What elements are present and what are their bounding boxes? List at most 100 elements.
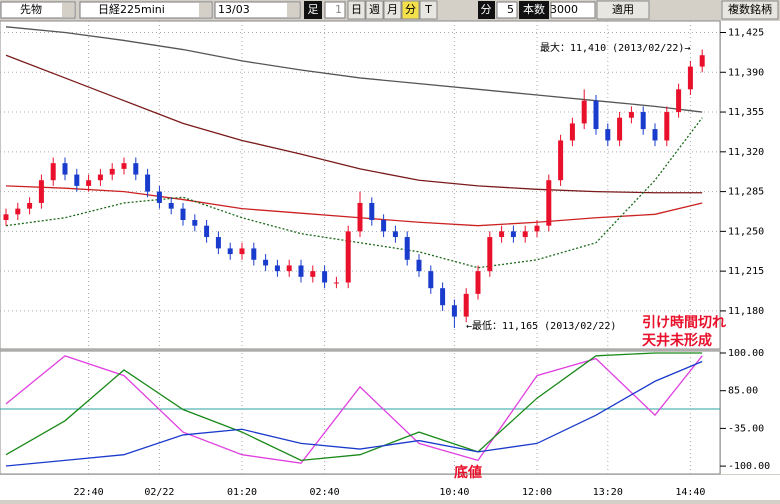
- candle-body: [333, 282, 339, 284]
- candle-body: [546, 180, 552, 226]
- period-button[interactable]: [419, 0, 438, 20]
- x-tick-label: 12:00: [522, 487, 552, 498]
- candle-body: [38, 180, 44, 203]
- candle-body: [369, 202, 375, 220]
- unit-value: 5: [507, 3, 514, 16]
- y-tick-label: 11,320: [728, 147, 764, 158]
- candle-body: [286, 265, 292, 272]
- osc-tick-label: -35.00: [728, 423, 764, 434]
- candle-body: [640, 112, 646, 130]
- candle-body: [204, 225, 210, 238]
- candle-body: [699, 55, 705, 67]
- oscillator-line: [5, 360, 703, 467]
- period-button[interactable]: [401, 0, 420, 20]
- dropdown-arrow[interactable]: [287, 3, 299, 17]
- candle-body: [499, 231, 505, 238]
- candle-body: [392, 231, 398, 238]
- candle-body: [510, 231, 516, 238]
- candle-body: [50, 163, 56, 181]
- candle-body: [145, 174, 151, 192]
- axis-area: [721, 21, 780, 474]
- candle-body: [322, 271, 328, 283]
- y-tick-label: 11,390: [728, 67, 764, 78]
- x-tick-label: 13:20: [593, 487, 623, 498]
- market: 先物: [20, 2, 42, 16]
- time-axis-area: [0, 475, 780, 500]
- candle-body: [652, 129, 658, 141]
- candle-body: [605, 129, 611, 141]
- candle-body: [251, 248, 257, 260]
- osc-tick-label: 100.00: [728, 348, 764, 359]
- oscillator-line: [5, 355, 703, 464]
- candle-body: [133, 163, 139, 175]
- multi-button[interactable]: [721, 0, 779, 20]
- candle-body: [593, 100, 599, 130]
- candle-body: [121, 163, 127, 169]
- apply-button[interactable]: [596, 0, 650, 20]
- dropdown-arrow[interactable]: [62, 3, 74, 17]
- candle-body: [428, 271, 434, 289]
- candle-body: [451, 305, 457, 317]
- candle-body: [15, 208, 21, 215]
- ashi-label-bg: [304, 1, 322, 19]
- osc-tick-label: -100.00: [728, 461, 770, 472]
- candle-body: [74, 174, 80, 186]
- candle-body: [62, 163, 68, 175]
- symbol: 日経225mini: [98, 3, 165, 16]
- price-panel: [0, 20, 721, 350]
- x-tick-label: 10:40: [439, 487, 469, 498]
- unit-input[interactable]: [496, 1, 518, 19]
- candle-body: [463, 293, 469, 317]
- candle-body: [239, 248, 245, 255]
- candle-body: [357, 202, 363, 232]
- annotation: 天井未形成: [642, 332, 712, 349]
- candle-body: [86, 180, 92, 186]
- candle-body: [416, 259, 422, 272]
- candle-body: [97, 174, 103, 181]
- count: 3000: [550, 3, 578, 16]
- candle-body: [215, 237, 221, 249]
- period-button[interactable]: [347, 0, 366, 20]
- moving-average: [5, 54, 703, 194]
- candle-body: [381, 220, 387, 232]
- ashi-input[interactable]: [324, 1, 346, 19]
- max-label: 最大：11,410 (2013/02/22)→: [540, 41, 690, 54]
- candle-body: [109, 168, 115, 175]
- x-tick-label: 22:40: [74, 487, 104, 498]
- annotation: 底値: [454, 464, 482, 481]
- period-label: T: [424, 3, 432, 16]
- candle-body: [676, 89, 682, 113]
- x-tick-label: 01:20: [227, 487, 257, 498]
- contract: 13/03: [218, 3, 250, 16]
- apply-label: 適用: [612, 2, 634, 16]
- candle-body: [687, 66, 693, 90]
- contract-select[interactable]: [214, 1, 301, 19]
- oscillator-panel: [0, 350, 721, 475]
- period-button[interactable]: [383, 0, 402, 20]
- candle-body: [227, 248, 233, 255]
- candle-body: [581, 100, 587, 124]
- candle-body: [274, 265, 280, 272]
- annotation: 引け時間切れ: [642, 314, 726, 331]
- candle-body: [475, 271, 481, 294]
- count-input[interactable]: [550, 1, 596, 19]
- candle-body: [664, 112, 670, 141]
- market-select[interactable]: [0, 1, 76, 19]
- y-tick-label: 11,215: [728, 266, 764, 277]
- osc-tick-label: 85.00: [728, 386, 758, 397]
- candle-body: [263, 259, 269, 266]
- dropdown-arrow[interactable]: [199, 3, 211, 17]
- unit-label: 分: [481, 3, 492, 16]
- candle-body: [310, 271, 316, 277]
- y-tick-label: 11,180: [728, 306, 764, 317]
- x-tick-label: 14:40: [675, 487, 705, 498]
- period-button[interactable]: [365, 0, 384, 20]
- candle-body: [192, 220, 198, 226]
- period-label: 月: [387, 3, 398, 16]
- period-label: 分: [405, 3, 416, 16]
- candle-body: [27, 202, 33, 209]
- ashi-label: 足: [308, 3, 319, 16]
- count-label: 本数: [523, 2, 545, 16]
- y-tick-label: 11,425: [728, 28, 764, 39]
- symbol-select[interactable]: [79, 1, 213, 19]
